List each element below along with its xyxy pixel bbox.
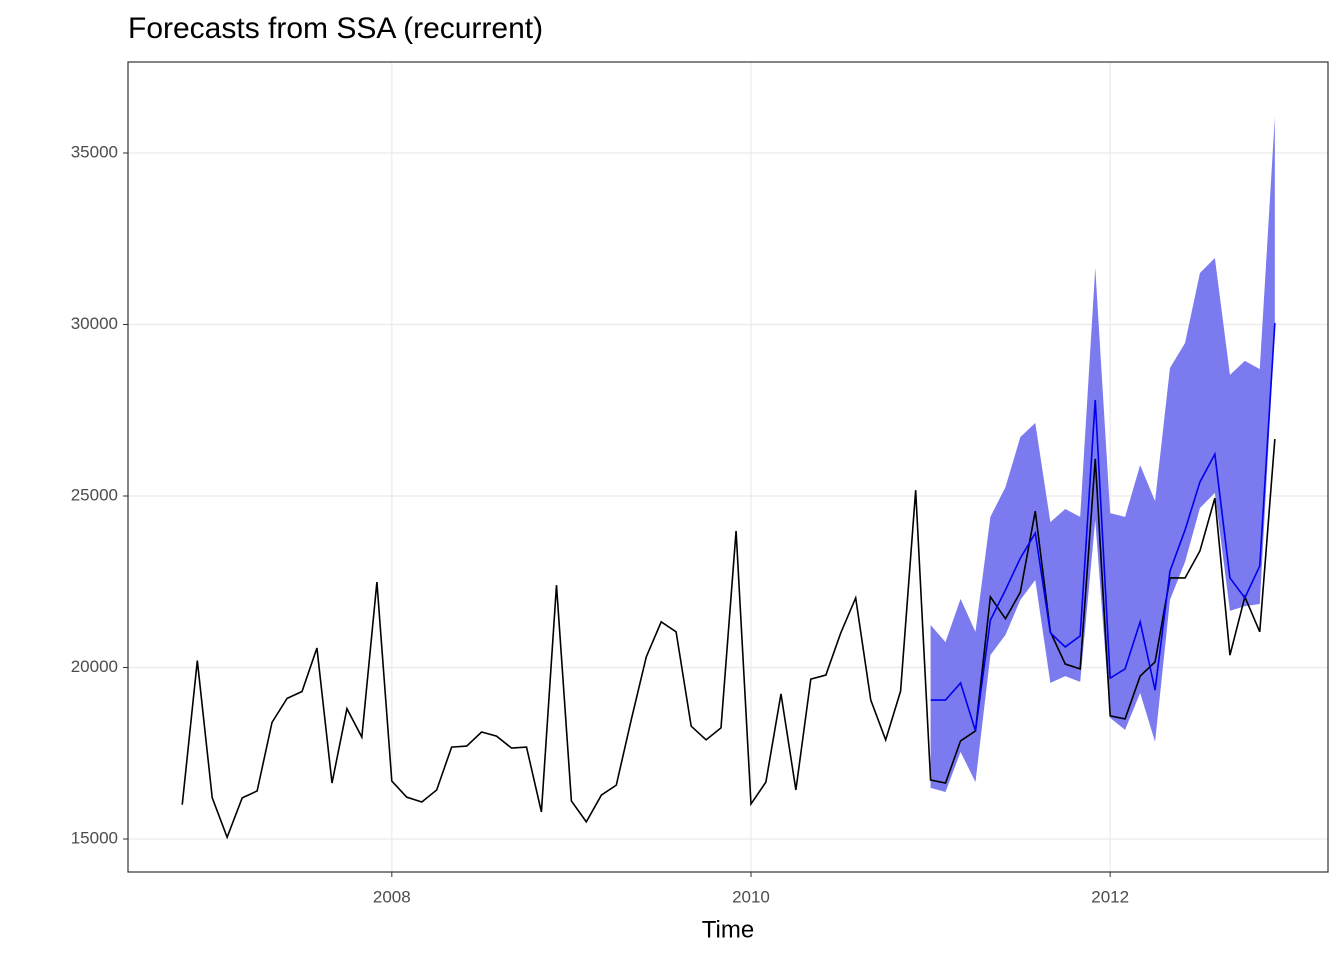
x-axis-label: Time (702, 916, 754, 943)
x-tick-label: 2012 (1091, 887, 1129, 906)
y-tick-label: 25000 (71, 485, 118, 504)
y-tick-label: 15000 (71, 828, 118, 847)
x-tick-label: 2008 (373, 887, 411, 906)
series-line (930, 323, 1276, 732)
plot-background (128, 62, 1328, 872)
x-tick-label: 2010 (732, 887, 770, 906)
forecast-band (930, 116, 1275, 793)
y-tick-label: 20000 (71, 657, 118, 676)
plot-border (127, 61, 1329, 873)
y-tick-label: 30000 (71, 314, 118, 333)
series-line (181, 438, 1276, 840)
chart-title: Forecasts from SSA (recurrent) (128, 12, 543, 45)
y-tick-label: 35000 (71, 142, 118, 161)
